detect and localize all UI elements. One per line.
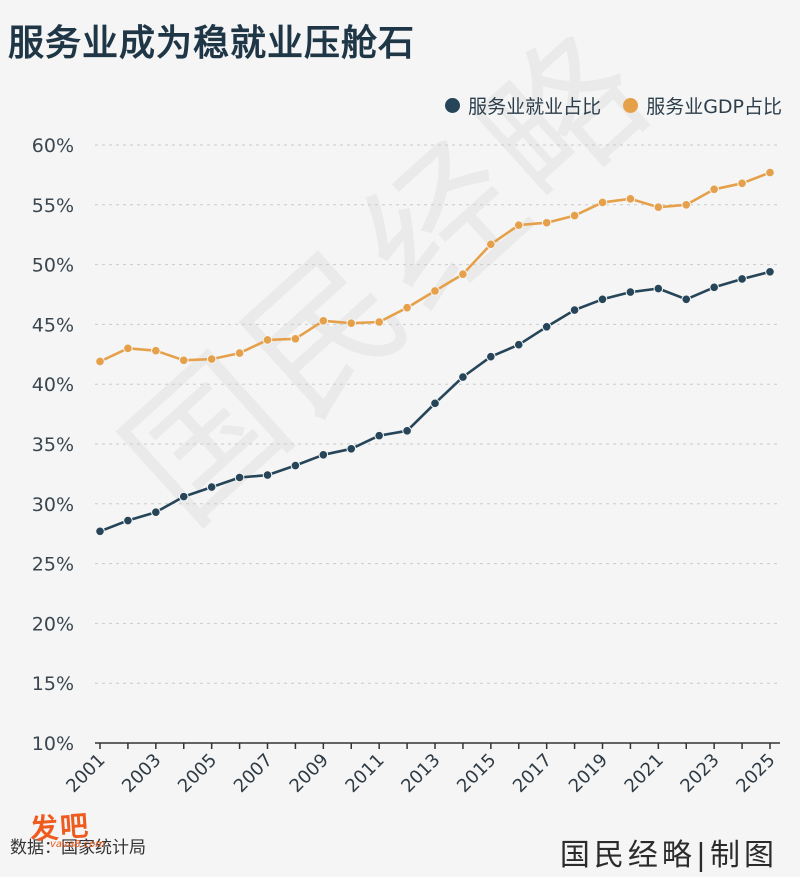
- data-point: [653, 202, 664, 212]
- data-point: [374, 430, 384, 441]
- data-point: [262, 470, 273, 480]
- data-point: [709, 184, 719, 195]
- data-point: [486, 351, 496, 362]
- data-point: [151, 507, 161, 517]
- data-point: [513, 220, 524, 230]
- x-tick-label: 2001: [62, 750, 109, 797]
- site-logo-url: vava8.com: [50, 839, 105, 850]
- data-point: [262, 335, 273, 345]
- data-point: [597, 294, 608, 305]
- data-point: [625, 287, 636, 297]
- data-point: [681, 200, 692, 210]
- x-tick-label: 2017: [509, 750, 556, 797]
- data-point: [234, 348, 245, 358]
- y-tick-label: 60%: [32, 135, 74, 157]
- legend: 服务业就业占比 服务业GDP占比: [445, 92, 782, 119]
- legend-marker-gdp: [623, 98, 639, 113]
- y-tick-label: 35%: [32, 434, 74, 456]
- data-point: [123, 515, 133, 526]
- data-point: [430, 286, 440, 296]
- data-point: [541, 321, 552, 332]
- x-tick-label: 2005: [174, 750, 221, 797]
- data-point: [178, 355, 189, 366]
- legend-label-gdp: 服务业GDP占比: [646, 96, 782, 118]
- x-tick-label: 2019: [565, 750, 612, 797]
- data-point: [206, 482, 217, 492]
- data-point: [95, 356, 105, 367]
- y-tick-label: 20%: [32, 613, 74, 635]
- legend-marker-employment: [445, 98, 461, 113]
- y-tick-label: 15%: [32, 673, 74, 695]
- data-point: [597, 197, 608, 208]
- data-point: [458, 372, 468, 382]
- x-tick-label: 2021: [621, 750, 668, 797]
- legend-label-employment: 服务业就业占比: [468, 96, 602, 118]
- data-point: [290, 460, 301, 471]
- data-point: [486, 239, 496, 250]
- data-point: [402, 302, 412, 313]
- legend-item-employment: 服务业就业占比: [445, 92, 601, 119]
- y-tick-label: 25%: [32, 554, 74, 576]
- data-point: [206, 354, 217, 364]
- data-point: [513, 339, 524, 350]
- data-point: [625, 194, 636, 204]
- source-note: 数据：国家统计局: [10, 838, 146, 858]
- x-tick-label: 2007: [230, 750, 277, 797]
- data-point: [430, 398, 440, 409]
- data-point: [709, 282, 719, 293]
- x-tick-label: 2025: [732, 750, 779, 797]
- data-point: [318, 449, 329, 460]
- data-point: [737, 178, 747, 189]
- y-tick-label: 10%: [32, 733, 74, 755]
- data-point: [346, 443, 357, 454]
- line-chart: 10%15%20%25%30%35%40%45%50%55%60%2001 200…: [32, 135, 780, 797]
- x-tick-label: 2023: [676, 750, 723, 797]
- data-point: [151, 345, 161, 356]
- data-point: [346, 318, 357, 329]
- data-point: [95, 526, 105, 537]
- data-point: [765, 167, 775, 178]
- x-tick-label: 2003: [118, 750, 165, 797]
- data-point: [318, 316, 329, 326]
- credit: 国民经略|制图: [559, 838, 778, 873]
- data-point: [569, 210, 580, 221]
- data-point: [290, 333, 301, 344]
- data-point: [541, 217, 552, 228]
- data-point: [569, 305, 580, 315]
- x-tick-label: 2013: [397, 750, 444, 797]
- data-point: [737, 274, 747, 284]
- x-tick-label: 2011: [341, 750, 388, 797]
- data-point: [234, 472, 245, 483]
- x-tick-label: 2009: [286, 750, 333, 797]
- data-point: [458, 269, 468, 279]
- y-tick-label: 55%: [32, 195, 74, 217]
- series-line-gdp: [99, 171, 771, 363]
- y-tick-label: 30%: [32, 494, 74, 516]
- data-point: [374, 317, 384, 327]
- y-tick-label: 40%: [32, 374, 74, 396]
- data-point: [123, 343, 133, 354]
- legend-item-gdp: 服务业GDP占比: [623, 92, 782, 119]
- data-point: [402, 426, 412, 436]
- data-point: [653, 283, 664, 294]
- data-point: [681, 294, 692, 305]
- chart-title: 服务业成为稳就业压舱石: [8, 23, 416, 64]
- x-tick-label: 2015: [453, 750, 500, 797]
- y-tick-label: 45%: [32, 314, 74, 336]
- data-point: [178, 491, 189, 502]
- data-point: [765, 266, 775, 277]
- y-tick-label: 50%: [32, 255, 74, 277]
